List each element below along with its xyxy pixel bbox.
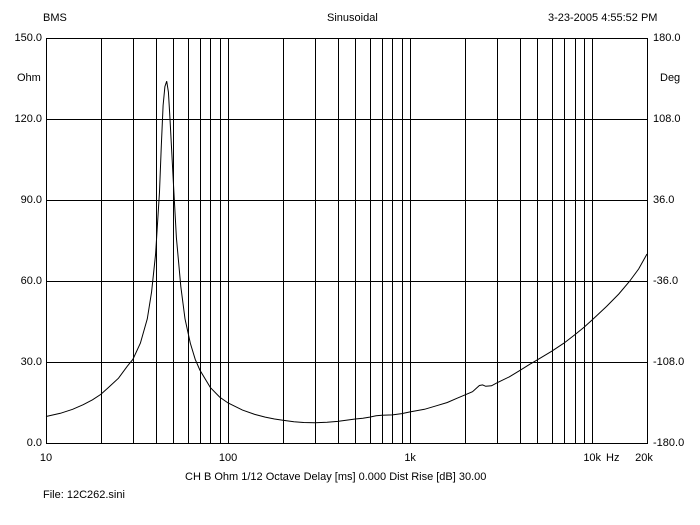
y-tick-label: 0.0 — [26, 437, 42, 449]
y-tick-label: 60.0 — [20, 275, 42, 287]
y-unit-label: Ohm — [17, 72, 41, 84]
y-tick-label: 120.0 — [14, 113, 42, 125]
header-left: BMS — [43, 12, 67, 24]
x-tick-label: 1k — [404, 452, 416, 464]
footer-settings: CH B Ohm 1/12 Octave Delay [ms] 0.000 Di… — [185, 471, 487, 483]
header-center: Sinusoidal — [327, 12, 378, 24]
plot-frame — [46, 38, 648, 444]
y-tick-label: 30.0 — [20, 356, 42, 368]
y-tick-label: 90.0 — [20, 194, 42, 206]
impedance-curve — [45, 81, 648, 424]
y2-tick-label: 36.0 — [653, 194, 675, 206]
y-tick-label: 150.0 — [14, 32, 42, 44]
x-tick-label: 10k — [583, 452, 602, 464]
y2-tick-label: -108.0 — [653, 356, 685, 368]
x-unit-label: Hz — [606, 452, 620, 464]
x-tick-label: 100 — [218, 452, 238, 464]
y2-tick-label: -180.0 — [653, 437, 685, 449]
x-tick-label: 20k — [635, 452, 653, 464]
y2-tick-label: 180.0 — [653, 32, 681, 44]
y2-tick-label: 108.0 — [653, 113, 681, 125]
y2-unit-label: Deg — [660, 72, 681, 84]
x-tick-label: 10 — [39, 452, 53, 464]
header-right: 3-23-2005 4:55:52 PM — [548, 12, 658, 24]
footer-file: File: 12C262.sini — [43, 489, 125, 501]
y2-tick-label: -36.0 — [653, 275, 679, 287]
grid — [46, 38, 647, 443]
